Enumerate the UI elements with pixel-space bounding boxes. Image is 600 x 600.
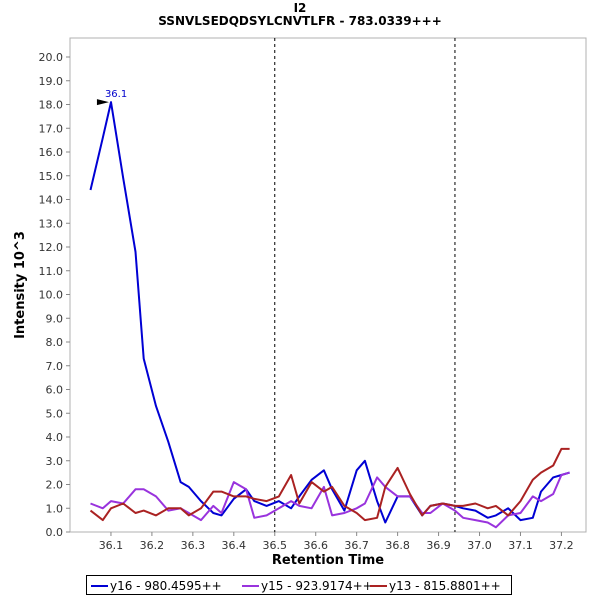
y-tick-label: 20.0 bbox=[39, 51, 64, 64]
legend-label-y13: y13 - 815.8801++ bbox=[389, 579, 501, 593]
y-tick-label: 3.0 bbox=[46, 455, 64, 468]
y-axis-label: Intensity 10^3 bbox=[13, 231, 28, 339]
series-line-0 bbox=[89, 101, 570, 524]
y-tick-label: 11.0 bbox=[39, 265, 64, 278]
legend-label-y15: y15 - 923.9174++ bbox=[261, 579, 373, 593]
series-line-2 bbox=[89, 447, 570, 522]
series-layer bbox=[89, 101, 570, 529]
y-tick-label: 19.0 bbox=[39, 75, 64, 88]
y-tick-label: 2.0 bbox=[46, 479, 64, 492]
y-tick-label: 15.0 bbox=[39, 170, 64, 183]
x-axis-label: Retention Time bbox=[272, 553, 384, 568]
axes-layer: 0.0 1.0 2.0 3.0 4.0 5.0 6.0 7.0 8.0 9.0 10.0 11.0 12… bbox=[39, 51, 574, 552]
x-tick-label: 36.4 bbox=[222, 539, 247, 552]
y-tick-label: 18.0 bbox=[39, 99, 64, 112]
y-tick-label: 12.0 bbox=[39, 241, 64, 254]
x-tick-label: 36.3 bbox=[181, 539, 206, 552]
x-tick-label: 36.5 bbox=[263, 539, 288, 552]
y-tick-label: 9.0 bbox=[46, 312, 64, 325]
y-tick-label: 7.0 bbox=[46, 360, 64, 373]
x-tick-label: 36.6 bbox=[303, 539, 328, 552]
y-tick-label: 10.0 bbox=[39, 289, 64, 302]
y-tick-label: 5.0 bbox=[46, 407, 64, 420]
y-tick-label: 17.0 bbox=[39, 122, 64, 135]
x-tick-label: 36.1 bbox=[99, 539, 124, 552]
annotation-layer: 36.1 bbox=[96, 89, 127, 106]
peak-label: 36.1 bbox=[105, 89, 127, 100]
y-tick-label: 0.0 bbox=[46, 526, 64, 539]
x-tick-label: 37.1 bbox=[508, 539, 533, 552]
y-tick-label: 8.0 bbox=[46, 336, 64, 349]
x-tick-label: 36.2 bbox=[140, 539, 165, 552]
legend: y16 - 980.4595++ y15 - 923.9174++ y13 - … bbox=[86, 575, 512, 595]
y-tick-label: 14.0 bbox=[39, 194, 64, 207]
y-tick-label: 16.0 bbox=[39, 146, 64, 159]
x-tick-label: 36.7 bbox=[344, 539, 369, 552]
legend-swatch-y15 bbox=[242, 585, 259, 587]
vline-layer bbox=[274, 38, 456, 532]
legend-label-y16: y16 - 980.4595++ bbox=[110, 579, 222, 593]
y-tick-label: 1.0 bbox=[46, 502, 64, 515]
chart-title: I2 bbox=[293, 1, 307, 15]
peak-arrow-icon bbox=[96, 99, 109, 106]
y-tick-label: 6.0 bbox=[46, 384, 64, 397]
x-tick-label: 36.9 bbox=[426, 539, 451, 552]
y-tick-label: 4.0 bbox=[46, 431, 64, 444]
x-tick-label: 37.0 bbox=[467, 539, 492, 552]
chart-subtitle: SSNVLSEDQDSYLCNVTLFR - 783.0339+++ bbox=[158, 14, 442, 28]
plot-area bbox=[69, 37, 587, 533]
x-tick-label: 36.8 bbox=[385, 539, 410, 552]
y-tick-label: 13.0 bbox=[39, 217, 64, 230]
legend-swatch-y16 bbox=[91, 585, 108, 587]
x-tick-label: 37.2 bbox=[549, 539, 574, 552]
series-line-1 bbox=[90, 471, 570, 529]
legend-swatch-y13 bbox=[370, 585, 387, 587]
